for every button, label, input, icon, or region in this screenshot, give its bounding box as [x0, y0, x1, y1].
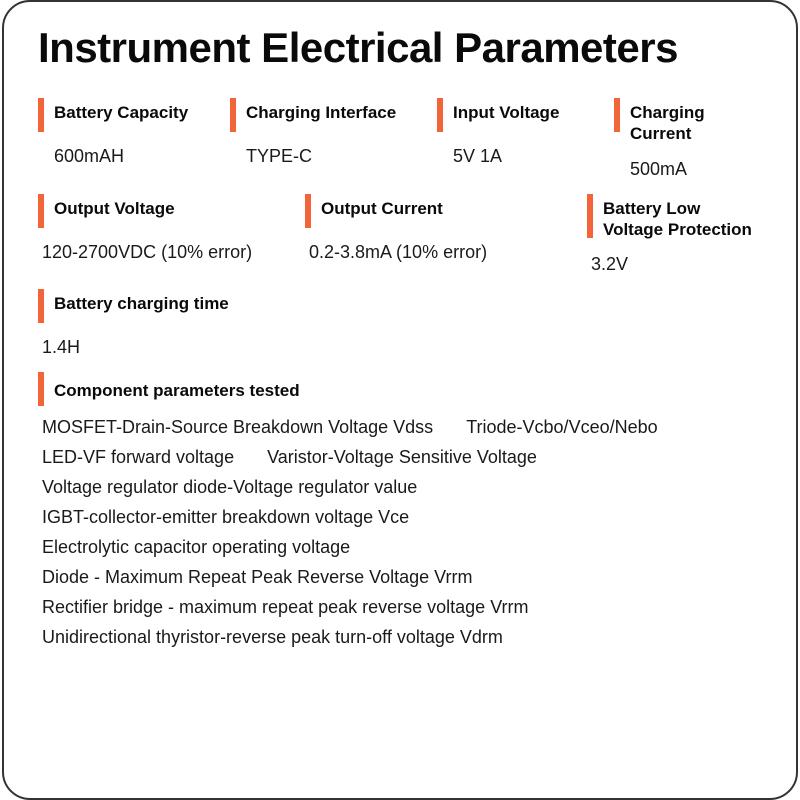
param-label: Battery charging time: [38, 289, 298, 323]
component-item: Voltage regulator diode-Voltage regulato…: [42, 477, 417, 497]
param-charging-current: Charging Current 500mA: [614, 98, 762, 180]
label-text: Battery Low Voltage Protection: [603, 194, 762, 241]
param-value: 5V 1A: [437, 146, 592, 167]
param-input-voltage: Input Voltage 5V 1A: [437, 98, 592, 180]
param-battery-charging-time: Battery charging time 1.4H: [38, 289, 298, 358]
component-line: IGBT-collector-emitter breakdown voltage…: [42, 508, 762, 526]
param-label: Battery Capacity: [38, 98, 208, 132]
label-text: Charging Interface: [246, 98, 396, 123]
components-list: MOSFET-Drain-Source Breakdown Voltage Vd…: [38, 418, 762, 646]
param-value: 3.2V: [587, 254, 762, 275]
component-item: IGBT-collector-emitter breakdown voltage…: [42, 507, 409, 527]
param-label: Output Current: [305, 194, 565, 228]
param-battery-capacity: Battery Capacity 600mAH: [38, 98, 208, 180]
param-value: 500mA: [614, 159, 762, 180]
component-item: MOSFET-Drain-Source Breakdown Voltage Vd…: [42, 418, 433, 436]
params-row-3: Battery charging time 1.4H: [38, 289, 762, 358]
component-item: Triode-Vcbo/Vceo/Nebo: [466, 418, 657, 436]
accent-bar-icon: [38, 289, 44, 323]
component-line: Diode - Maximum Repeat Peak Reverse Volt…: [42, 568, 762, 586]
label-text: Output Current: [321, 194, 443, 219]
label-text: Battery Capacity: [54, 98, 188, 123]
component-line: LED-VF forward voltage Varistor-Voltage …: [42, 448, 762, 466]
accent-bar-icon: [38, 98, 44, 132]
accent-bar-icon: [305, 194, 311, 228]
param-value: TYPE-C: [230, 146, 415, 167]
param-value: 120-2700VDC (10% error): [38, 242, 283, 263]
component-item: Diode - Maximum Repeat Peak Reverse Volt…: [42, 567, 473, 587]
label-text: Charging Current: [630, 98, 762, 145]
param-output-current: Output Current 0.2-3.8mA (10% error): [305, 194, 565, 276]
param-value: 0.2-3.8mA (10% error): [305, 242, 565, 263]
accent-bar-icon: [38, 372, 44, 406]
page-title: Instrument Electrical Parameters: [38, 24, 762, 72]
param-label: Charging Current: [614, 98, 762, 145]
param-output-voltage: Output Voltage 120-2700VDC (10% error): [38, 194, 283, 276]
params-row-1: Battery Capacity 600mAH Charging Interfa…: [38, 98, 762, 180]
component-item: Electrolytic capacitor operating voltage: [42, 537, 350, 557]
label-text: Input Voltage: [453, 98, 559, 123]
accent-bar-icon: [587, 194, 593, 238]
component-line: Rectifier bridge - maximum repeat peak r…: [42, 598, 762, 616]
component-item: Varistor-Voltage Sensitive Voltage: [267, 448, 537, 466]
accent-bar-icon: [614, 98, 620, 132]
component-item: Rectifier bridge - maximum repeat peak r…: [42, 597, 529, 617]
component-item: LED-VF forward voltage: [42, 448, 234, 466]
component-line: Voltage regulator diode-Voltage regulato…: [42, 478, 762, 496]
component-line: MOSFET-Drain-Source Breakdown Voltage Vd…: [42, 418, 762, 436]
param-charging-interface: Charging Interface TYPE-C: [230, 98, 415, 180]
label-text: Battery charging time: [54, 289, 229, 314]
component-item: Unidirectional thyristor-reverse peak tu…: [42, 627, 503, 647]
params-row-2: Output Voltage 120-2700VDC (10% error) O…: [38, 194, 762, 276]
spec-card: Instrument Electrical Parameters Battery…: [2, 0, 798, 800]
param-value: 1.4H: [38, 337, 298, 358]
accent-bar-icon: [437, 98, 443, 132]
accent-bar-icon: [38, 194, 44, 228]
label-text: Output Voltage: [54, 194, 175, 219]
param-label: Charging Interface: [230, 98, 415, 132]
param-label: Battery Low Voltage Protection: [587, 194, 762, 241]
param-value: 600mAH: [38, 146, 208, 167]
param-label: Input Voltage: [437, 98, 592, 132]
components-header: Component parameters tested: [38, 372, 762, 406]
components-label-text: Component parameters tested: [54, 376, 300, 401]
accent-bar-icon: [230, 98, 236, 132]
param-battery-low-voltage-protection: Battery Low Voltage Protection 3.2V: [587, 194, 762, 276]
component-line: Unidirectional thyristor-reverse peak tu…: [42, 628, 762, 646]
param-label: Output Voltage: [38, 194, 283, 228]
component-line: Electrolytic capacitor operating voltage: [42, 538, 762, 556]
